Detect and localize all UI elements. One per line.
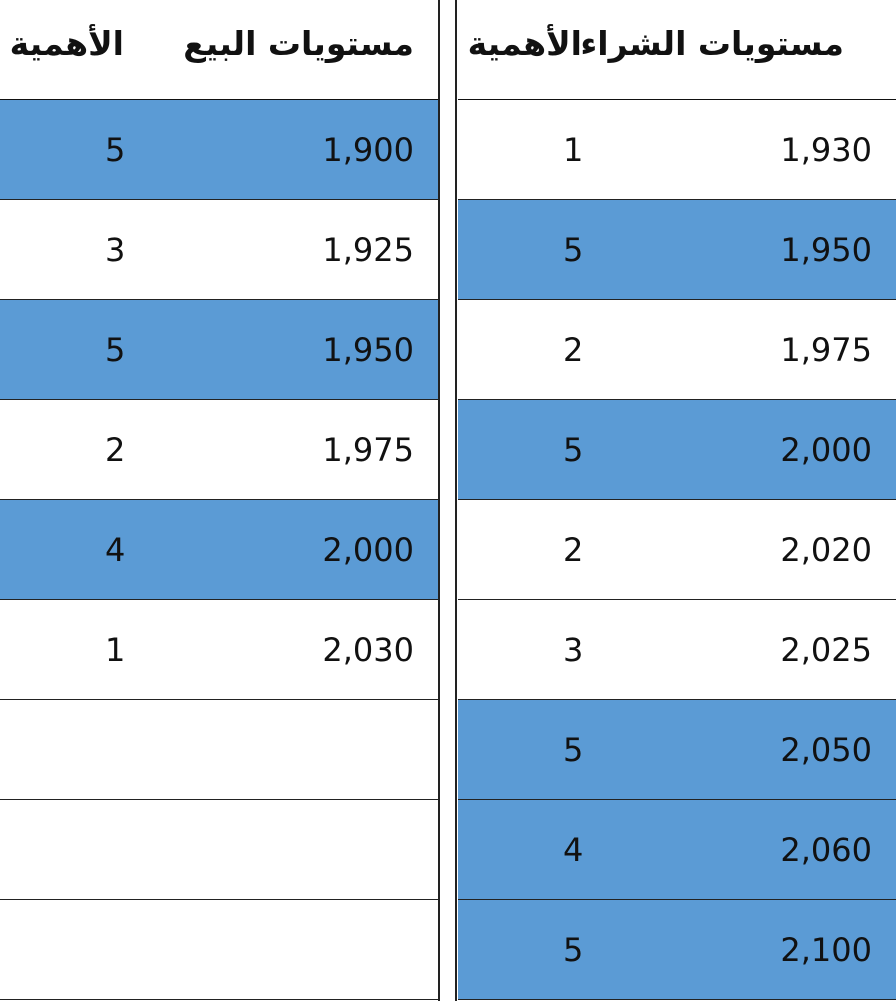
sell-importance-cell: 1 <box>105 631 126 669</box>
sell-table-row: 1,925 3 <box>0 200 438 300</box>
sell-table-row <box>0 700 438 800</box>
sell-importance-cell: 5 <box>105 331 126 369</box>
buy-level-cell: 2,000 <box>780 431 872 469</box>
buy-table-row: 2,060 4 <box>458 800 896 900</box>
table-divider-left <box>438 0 440 1001</box>
buy-importance-cell: 5 <box>563 431 584 469</box>
buy-level-cell: 2,100 <box>780 931 872 969</box>
sell-importance-header: الأهمية <box>9 24 124 63</box>
buy-importance-cell: 2 <box>563 331 584 369</box>
sell-importance-cell: 2 <box>105 431 126 469</box>
sell-table-row: 1,950 5 <box>0 300 438 400</box>
sell-table-header: مستويات البيع الأهمية <box>0 0 438 100</box>
sell-table-row <box>0 800 438 900</box>
buy-levels-table: مستويات الشراء الأهمية 1,930 1 1,950 5 1,975… <box>458 0 896 1001</box>
sell-table-row: 1,900 5 <box>0 100 438 200</box>
buy-importance-cell: 5 <box>563 231 584 269</box>
sell-table-row: 1,975 2 <box>0 400 438 500</box>
buy-level-cell: 1,930 <box>780 131 872 169</box>
buy-table-header: مستويات الشراء الأهمية <box>458 0 896 100</box>
buy-level-cell: 1,975 <box>780 331 872 369</box>
buy-importance-cell: 3 <box>563 631 584 669</box>
buy-importance-cell: 5 <box>563 731 584 769</box>
sell-importance-cell: 3 <box>105 231 126 269</box>
buy-level-cell: 2,020 <box>780 531 872 569</box>
buy-table-row: 2,020 2 <box>458 500 896 600</box>
sell-table-row: 2,000 4 <box>0 500 438 600</box>
buy-importance-cell: 1 <box>563 131 584 169</box>
buy-table-row: 2,100 5 <box>458 900 896 1000</box>
sell-level-header: مستويات البيع <box>183 24 414 63</box>
buy-level-cell: 2,025 <box>780 631 872 669</box>
sell-level-cell: 1,950 <box>322 331 414 369</box>
table-divider-right <box>455 0 457 1001</box>
sell-level-cell: 1,900 <box>322 131 414 169</box>
buy-table-row: 1,950 5 <box>458 200 896 300</box>
buy-importance-cell: 2 <box>563 531 584 569</box>
sell-level-cell: 1,975 <box>322 431 414 469</box>
buy-level-header: مستويات الشراء <box>580 24 844 63</box>
sell-table-row <box>0 900 438 1000</box>
buy-importance-cell: 4 <box>563 831 584 869</box>
sell-importance-cell: 5 <box>105 131 126 169</box>
buy-level-cell: 2,050 <box>780 731 872 769</box>
buy-table-row: 1,975 2 <box>458 300 896 400</box>
buy-table-row: 1,930 1 <box>458 100 896 200</box>
buy-importance-header: الأهمية <box>467 24 582 63</box>
sell-levels-table: مستويات البيع الأهمية 1,900 5 1,925 3 1,950 5… <box>0 0 438 1001</box>
buy-importance-cell: 5 <box>563 931 584 969</box>
sell-table-row: 2,030 1 <box>0 600 438 700</box>
buy-table-row: 2,000 5 <box>458 400 896 500</box>
buy-table-row: 2,050 5 <box>458 700 896 800</box>
buy-table-row: 2,025 3 <box>458 600 896 700</box>
sell-level-cell: 2,000 <box>322 531 414 569</box>
buy-level-cell: 1,950 <box>780 231 872 269</box>
sell-level-cell: 2,030 <box>322 631 414 669</box>
sell-level-cell: 1,925 <box>322 231 414 269</box>
buy-level-cell: 2,060 <box>780 831 872 869</box>
sell-importance-cell: 4 <box>105 531 126 569</box>
